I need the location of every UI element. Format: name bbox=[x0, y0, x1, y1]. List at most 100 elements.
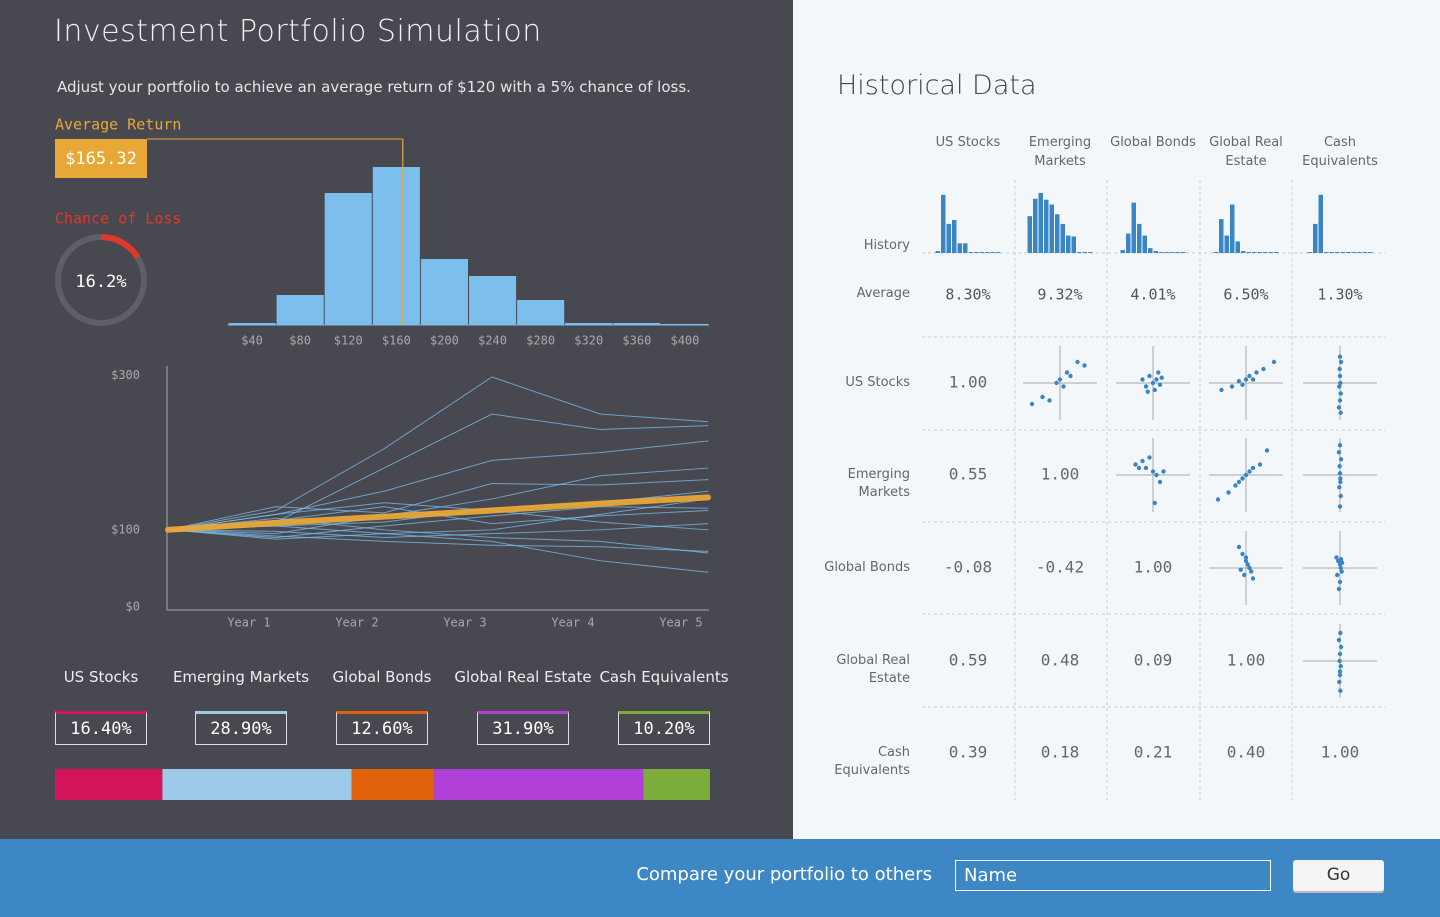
history-bar bbox=[1055, 214, 1060, 253]
history-bar bbox=[957, 243, 962, 253]
history-bar bbox=[979, 252, 984, 253]
scatter-point bbox=[1240, 551, 1245, 557]
scatter-point bbox=[1243, 558, 1249, 564]
history-bar bbox=[1324, 252, 1329, 253]
x-tick-label: Year 1 bbox=[227, 616, 270, 630]
scatter-point bbox=[1338, 359, 1344, 365]
scatter-point bbox=[1150, 469, 1156, 474]
allocation-input[interactable]: 10.20% bbox=[618, 711, 710, 745]
column-header: Cash Equivalents bbox=[1302, 135, 1378, 169]
scatter-point bbox=[1336, 637, 1342, 643]
x-tick-label: $320 bbox=[574, 334, 603, 348]
title: Investment Portfolio Simulation bbox=[54, 14, 542, 49]
histogram-bar bbox=[420, 259, 468, 325]
chance-of-loss-label: Chance of Loss bbox=[55, 210, 181, 228]
scatter-point bbox=[1338, 565, 1343, 571]
scatter-point bbox=[1147, 455, 1152, 460]
history-bar bbox=[1362, 252, 1367, 253]
compare-prompt: Compare your portfolio to others bbox=[636, 864, 932, 885]
simulation-line bbox=[167, 506, 709, 539]
scatter-point bbox=[1334, 555, 1339, 560]
average-return-value: $165.32 bbox=[65, 149, 137, 169]
history-bar bbox=[1346, 252, 1351, 253]
history-bar bbox=[1235, 241, 1240, 253]
scatter-point bbox=[1150, 380, 1156, 386]
scatter-point bbox=[1143, 465, 1149, 471]
history-bar bbox=[1329, 252, 1334, 253]
scatter-point bbox=[1047, 398, 1052, 403]
history-bar bbox=[1274, 252, 1279, 253]
scatter-point bbox=[1064, 370, 1070, 375]
allocation-input[interactable]: 16.40% bbox=[55, 711, 147, 745]
scatter-point bbox=[1029, 401, 1035, 407]
history-bar bbox=[1038, 192, 1043, 253]
scatter-point bbox=[1338, 644, 1344, 650]
correlation-value: 0.09 bbox=[1134, 651, 1173, 670]
scatter-point bbox=[1140, 377, 1145, 382]
scatter-point bbox=[1339, 569, 1344, 574]
history-bar bbox=[1142, 235, 1147, 253]
allocation-input[interactable]: 31.90% bbox=[477, 711, 569, 745]
go-button[interactable]: Go bbox=[1293, 860, 1384, 891]
scatter-point bbox=[1152, 500, 1157, 506]
scatter-point bbox=[1215, 497, 1221, 502]
row-label: Emerging Markets bbox=[847, 467, 910, 500]
scatter-point bbox=[1337, 669, 1343, 674]
allocation-input[interactable]: 28.90% bbox=[195, 711, 287, 745]
correlation-value: 1.00 bbox=[1134, 558, 1173, 577]
scatter-point bbox=[1054, 380, 1059, 386]
history-bar bbox=[1077, 252, 1082, 253]
scatter-point bbox=[1336, 450, 1342, 455]
scatter-point bbox=[1337, 373, 1343, 379]
y-tick-label: $0 bbox=[126, 600, 140, 614]
x-tick-label: $120 bbox=[334, 334, 363, 348]
scatter-point bbox=[1338, 630, 1343, 636]
scatter-point bbox=[1337, 471, 1343, 476]
x-tick-label: $280 bbox=[526, 334, 555, 348]
asset-name: Cash Equivalents bbox=[599, 668, 729, 686]
history-bar bbox=[1181, 252, 1186, 253]
scatter-point bbox=[1057, 377, 1063, 382]
scatter-point bbox=[1240, 382, 1245, 387]
correlation-value: 1.00 bbox=[1321, 743, 1360, 762]
scatter-point bbox=[1250, 576, 1256, 581]
scatter-point bbox=[1226, 490, 1231, 495]
name-input[interactable]: Name bbox=[955, 860, 1271, 891]
correlation-value: 1.00 bbox=[1227, 651, 1266, 670]
correlation-value: 0.40 bbox=[1227, 743, 1266, 762]
scatter-point bbox=[1250, 377, 1256, 382]
x-tick-label: $360 bbox=[622, 334, 651, 348]
scatter-point bbox=[1236, 379, 1242, 384]
column-header: Global Real Estate bbox=[1209, 135, 1283, 169]
history-bar bbox=[952, 220, 957, 253]
gauge-arc bbox=[100, 234, 141, 260]
histogram-bar bbox=[469, 276, 517, 325]
scatter-point bbox=[1337, 485, 1342, 490]
scatter-point bbox=[1338, 688, 1343, 693]
scatter-point bbox=[1338, 557, 1344, 562]
scatter-point bbox=[1247, 565, 1252, 571]
scatter-point bbox=[1337, 504, 1343, 509]
scatter-point bbox=[1335, 572, 1340, 578]
history-bar bbox=[1071, 236, 1076, 253]
scatter-point bbox=[1338, 410, 1343, 415]
correlation-value: 0.18 bbox=[1041, 743, 1080, 762]
histogram-bar bbox=[324, 193, 372, 325]
simulation-line bbox=[167, 376, 709, 531]
history-bar bbox=[1159, 252, 1164, 253]
x-tick-label: $400 bbox=[670, 334, 699, 348]
history-bar bbox=[1148, 248, 1153, 253]
row-label: Cash Equivalents bbox=[834, 745, 910, 778]
allocation-input[interactable]: 12.60% bbox=[336, 711, 428, 745]
history-bar bbox=[1049, 204, 1054, 253]
history-bar bbox=[1033, 198, 1038, 253]
histogram-bar bbox=[372, 167, 420, 325]
scatter-point bbox=[1261, 366, 1266, 372]
scatter-point bbox=[1161, 469, 1166, 474]
average-return-box bbox=[55, 139, 147, 178]
histogram-bar bbox=[228, 323, 276, 325]
asset-name: Emerging Markets bbox=[172, 668, 310, 686]
scatter-point bbox=[1337, 672, 1343, 678]
history-bar bbox=[1088, 252, 1093, 253]
history-bar bbox=[1257, 252, 1262, 253]
